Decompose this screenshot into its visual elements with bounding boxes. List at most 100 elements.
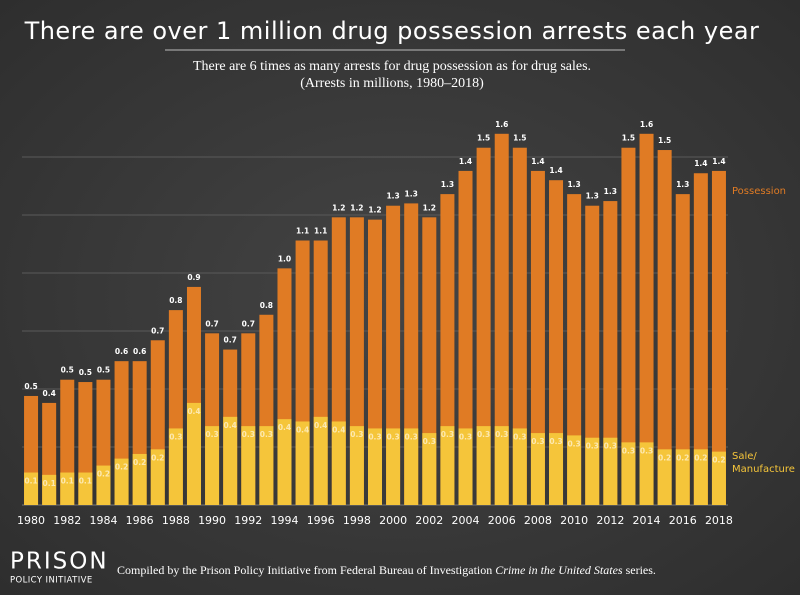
bar xyxy=(603,437,618,505)
x-tick-label: 1990 xyxy=(198,514,226,527)
bar xyxy=(132,453,147,505)
bar xyxy=(512,428,527,505)
value-label: 0.4 xyxy=(224,421,237,430)
bar xyxy=(585,205,600,505)
bar xyxy=(494,426,509,505)
value-label: 1.2 xyxy=(332,203,345,212)
bar xyxy=(422,433,437,505)
value-label: 0.3 xyxy=(567,439,580,448)
value-label: 0.6 xyxy=(115,347,128,356)
credit-italic: Crime in the United States xyxy=(495,563,623,577)
bar xyxy=(567,194,582,505)
value-label: 1.6 xyxy=(495,120,508,129)
value-label: 0.3 xyxy=(531,437,544,446)
value-label: 1.3 xyxy=(604,187,617,196)
credit-text: Compiled by the Prison Policy Initiative… xyxy=(117,563,495,577)
bar xyxy=(458,170,473,506)
x-tick-label: 2004 xyxy=(452,514,480,527)
value-label: 0.7 xyxy=(242,319,255,328)
bar xyxy=(512,147,527,505)
bar xyxy=(186,402,201,505)
x-tick-label: 2000 xyxy=(379,514,407,527)
value-label: 1.2 xyxy=(368,206,381,215)
value-label: 0.3 xyxy=(423,437,436,446)
x-tick-label: 1996 xyxy=(307,514,335,527)
bar xyxy=(657,150,672,506)
value-label: 0.9 xyxy=(187,273,200,282)
x-tick-label: 2012 xyxy=(596,514,624,527)
x-tick-label: 2014 xyxy=(633,514,661,527)
bar xyxy=(567,435,582,505)
x-tick-label: 1984 xyxy=(89,514,117,527)
value-label: 0.2 xyxy=(712,456,725,465)
bar xyxy=(259,426,274,505)
value-label: 0.2 xyxy=(151,453,164,462)
bar xyxy=(168,428,183,505)
x-tick-label: 1980 xyxy=(17,514,45,527)
plot: 0.5 0.4 0.5 0.5 0.5 0.6 0.6 0.7 0.8 0.9 0.7 0.7 0.7 0… xyxy=(17,120,733,527)
bar xyxy=(24,472,39,505)
bar xyxy=(42,474,57,505)
value-label: 1.0 xyxy=(278,254,291,263)
value-label: 0.5 xyxy=(61,366,74,375)
bar xyxy=(277,419,292,505)
value-label: 0.3 xyxy=(640,446,653,455)
chart-title: There are over 1 million drug possession… xyxy=(24,17,760,45)
value-label: 1.2 xyxy=(350,203,363,212)
value-label: 1.1 xyxy=(296,227,309,236)
value-label: 0.3 xyxy=(242,430,255,439)
x-tick-label: 1982 xyxy=(53,514,81,527)
value-label: 0.3 xyxy=(513,432,526,441)
bar xyxy=(693,449,708,505)
value-label: 0.3 xyxy=(205,430,218,439)
value-label: 1.5 xyxy=(622,134,635,143)
value-label: 1.1 xyxy=(314,227,327,236)
bar xyxy=(60,472,75,505)
bar xyxy=(205,426,220,505)
bar xyxy=(96,465,111,505)
value-label: 0.4 xyxy=(278,423,291,432)
x-tick-label: 2006 xyxy=(488,514,516,527)
value-label: 0.3 xyxy=(368,432,381,441)
value-label: 0.3 xyxy=(586,442,599,451)
value-label: 1.3 xyxy=(586,192,599,201)
value-label: 1.6 xyxy=(640,120,653,129)
value-label: 0.2 xyxy=(97,470,110,479)
x-tick-label: 1994 xyxy=(270,514,298,527)
bar xyxy=(657,449,672,505)
bar xyxy=(368,428,382,505)
subtitle: There are 6 times as many arrests for dr… xyxy=(193,59,591,74)
value-label: 0.2 xyxy=(115,463,128,472)
bar xyxy=(458,428,473,505)
value-label: 0.3 xyxy=(169,432,182,441)
bar xyxy=(621,147,636,505)
bar xyxy=(349,426,364,505)
value-label: 0.4 xyxy=(332,425,345,434)
value-label: 0.3 xyxy=(386,432,399,441)
bar xyxy=(675,449,690,505)
bar xyxy=(476,147,491,505)
value-label: 1.3 xyxy=(441,180,454,189)
bar xyxy=(639,442,654,505)
bar xyxy=(530,433,545,505)
bar xyxy=(114,458,129,505)
bar xyxy=(639,133,654,506)
value-label: 0.2 xyxy=(676,453,689,462)
bar xyxy=(386,428,401,505)
value-label: 1.3 xyxy=(567,180,580,189)
note: (Arrests in millions, 1980–2018) xyxy=(300,76,484,91)
bar xyxy=(223,416,238,505)
logo-sub: POLICY INITIATIVE xyxy=(10,576,93,586)
value-label: 0.7 xyxy=(224,336,237,345)
value-label: 1.4 xyxy=(549,166,562,175)
value-label: 0.8 xyxy=(169,296,182,305)
x-tick-label: 2018 xyxy=(705,514,733,527)
bar xyxy=(331,421,346,505)
bar xyxy=(295,421,310,505)
x-tick-label: 1986 xyxy=(126,514,154,527)
value-label: 0.3 xyxy=(260,430,273,439)
bar xyxy=(603,201,618,505)
value-label: 1.5 xyxy=(658,136,671,145)
legend-label: Possession xyxy=(732,185,787,197)
bar xyxy=(675,194,690,505)
